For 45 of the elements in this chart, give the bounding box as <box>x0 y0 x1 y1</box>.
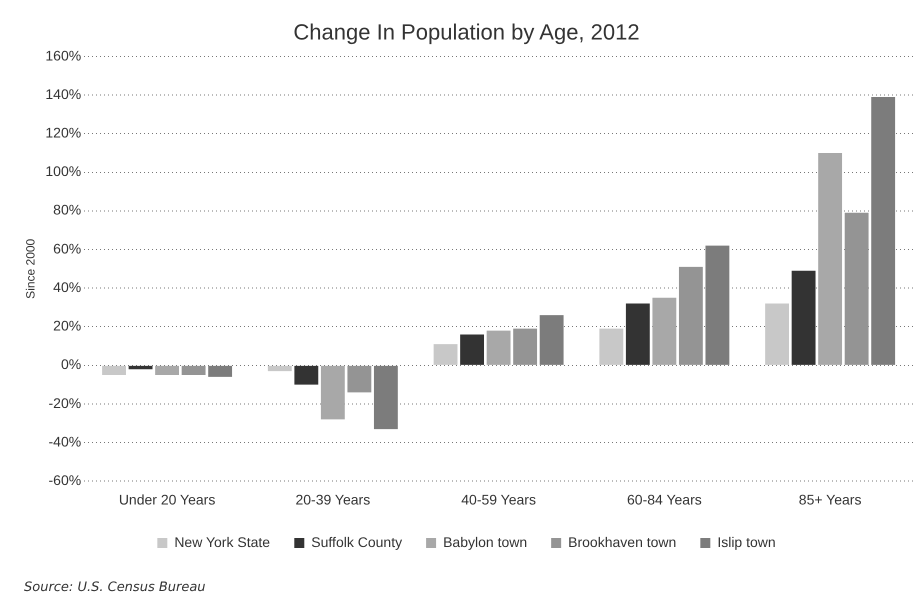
bar <box>294 366 318 385</box>
bar <box>818 152 842 365</box>
bar <box>844 212 869 365</box>
bar <box>678 266 703 365</box>
legend-label: Suffolk County <box>311 534 402 550</box>
legend-label: New York State <box>174 534 270 550</box>
bar <box>102 366 126 375</box>
x-tick-label: 20-39 Years <box>295 491 370 508</box>
legend-label: Islip town <box>717 534 776 550</box>
y-tick-label: 100% <box>45 163 82 180</box>
y-tick-label: 20% <box>53 318 82 334</box>
y-tick-label: 120% <box>45 124 82 140</box>
bar <box>513 328 538 365</box>
x-tick-label: 60-84 Years <box>626 491 702 508</box>
bar <box>765 304 790 365</box>
bar <box>182 366 206 375</box>
bar <box>128 366 152 370</box>
legend-label: Brookhaven town <box>568 534 676 550</box>
y-tick-label: 0% <box>60 356 82 372</box>
bar <box>626 304 650 365</box>
bar <box>792 270 816 365</box>
y-axis-title: Since 2000 <box>24 238 38 299</box>
bar <box>460 334 484 365</box>
bar <box>320 366 345 420</box>
y-tick-label: 60% <box>53 240 82 256</box>
y-tick-label: 80% <box>53 202 82 218</box>
y-tick-label: 40% <box>53 278 82 295</box>
bar <box>155 366 180 375</box>
bar <box>434 344 458 365</box>
chart-title: Change In Population by Age, 2012 <box>293 19 640 44</box>
y-tick-label: 140% <box>45 86 82 102</box>
bar <box>268 366 292 372</box>
x-tick-label: 85+ Years <box>798 491 862 508</box>
source-note: Source: U.S. Census Bureau <box>24 580 206 595</box>
y-tick-label: 160% <box>45 47 82 64</box>
x-tick-label: 40-59 Years <box>461 491 536 508</box>
bar <box>652 298 676 365</box>
x-tick-label: Under 20 Years <box>118 491 216 508</box>
bar <box>486 330 511 365</box>
y-tick-label: -20% <box>48 394 82 411</box>
y-tick-label: -60% <box>48 472 82 488</box>
bar <box>599 328 624 365</box>
y-tick-label: -40% <box>48 433 82 450</box>
bar <box>347 366 372 392</box>
legend-label: Babylon town <box>443 534 528 550</box>
